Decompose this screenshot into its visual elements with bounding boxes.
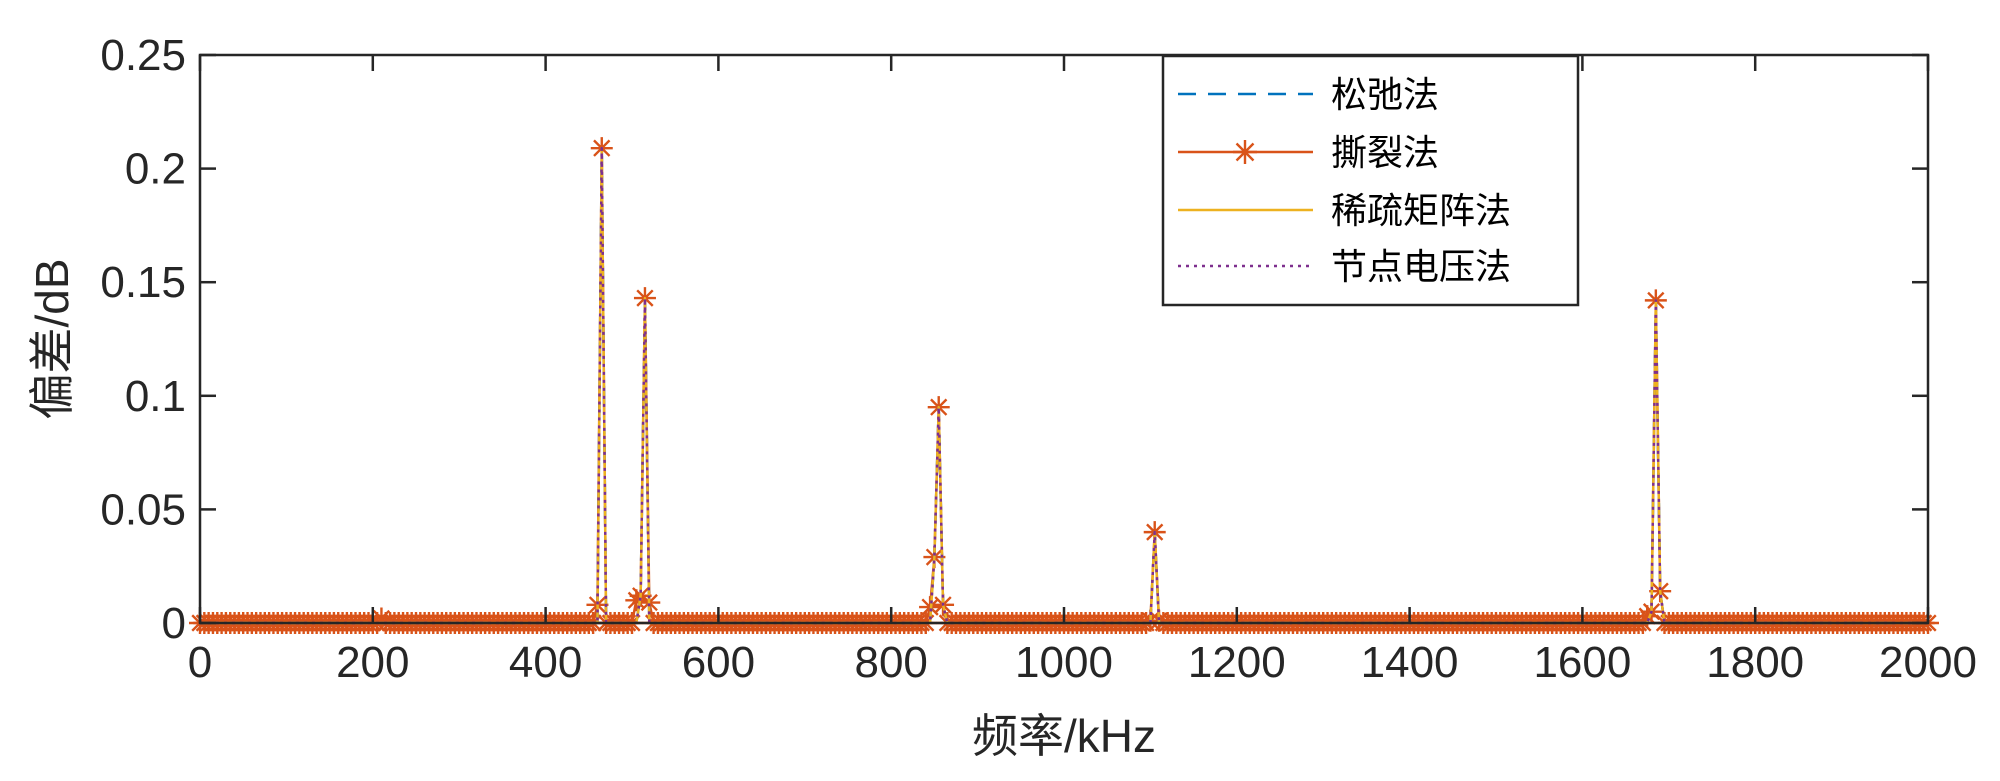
series-3 bbox=[200, 146, 1928, 625]
series-line bbox=[200, 146, 1928, 625]
y-tick-label: 0.05 bbox=[100, 485, 186, 534]
plot-area bbox=[189, 137, 1939, 634]
x-tick-label: 400 bbox=[509, 638, 582, 687]
legend-label: 松弛法 bbox=[1331, 75, 1439, 116]
y-tick-label: 0 bbox=[162, 599, 186, 648]
x-tick-label: 200 bbox=[336, 638, 409, 687]
legend-label: 撕裂法 bbox=[1331, 133, 1439, 174]
legend-entry: 撕裂法 bbox=[1178, 133, 1439, 174]
x-tick-label: 1000 bbox=[1015, 638, 1113, 687]
x-tick-label: 600 bbox=[682, 638, 755, 687]
legend-label: 节点电压法 bbox=[1331, 247, 1511, 288]
legend-entry: 松弛法 bbox=[1178, 75, 1439, 116]
series-line bbox=[200, 146, 1928, 625]
x-tick-label: 1200 bbox=[1188, 638, 1286, 687]
y-tick-label: 0.25 bbox=[100, 31, 186, 80]
legend-label: 稀疏矩阵法 bbox=[1331, 191, 1511, 232]
axes: 0 200 400 600 800 1000 1200 1400 1600 1800 2000 0 0.… bbox=[26, 31, 1977, 762]
x-tick-label: 1800 bbox=[1706, 638, 1804, 687]
axes-box bbox=[198, 53, 1930, 625]
legend-box bbox=[1161, 54, 1580, 307]
y-tick-label: 0.15 bbox=[100, 258, 186, 307]
legend-entry: 节点电压法 bbox=[1178, 247, 1511, 288]
x-tick-label: 800 bbox=[854, 638, 927, 687]
x-tick-label: 1400 bbox=[1361, 638, 1459, 687]
x-axis-label: 频率/kHz bbox=[972, 710, 1156, 762]
y-axis-label: 偏差/dB bbox=[26, 258, 78, 419]
legend-marker bbox=[1233, 140, 1257, 164]
series-line bbox=[200, 146, 1928, 625]
legend-entry: 稀疏矩阵法 bbox=[1178, 191, 1511, 232]
x-tick-label: 2000 bbox=[1879, 638, 1977, 687]
series-line bbox=[200, 146, 1928, 625]
x-tick-label: 0 bbox=[188, 638, 212, 687]
series-2 bbox=[200, 146, 1928, 625]
x-tick-label: 1600 bbox=[1533, 638, 1631, 687]
y-tick-label: 0.2 bbox=[125, 145, 186, 194]
y-tick-label: 0.1 bbox=[125, 372, 186, 421]
series-0 bbox=[200, 146, 1928, 625]
series-1 bbox=[189, 137, 1939, 634]
